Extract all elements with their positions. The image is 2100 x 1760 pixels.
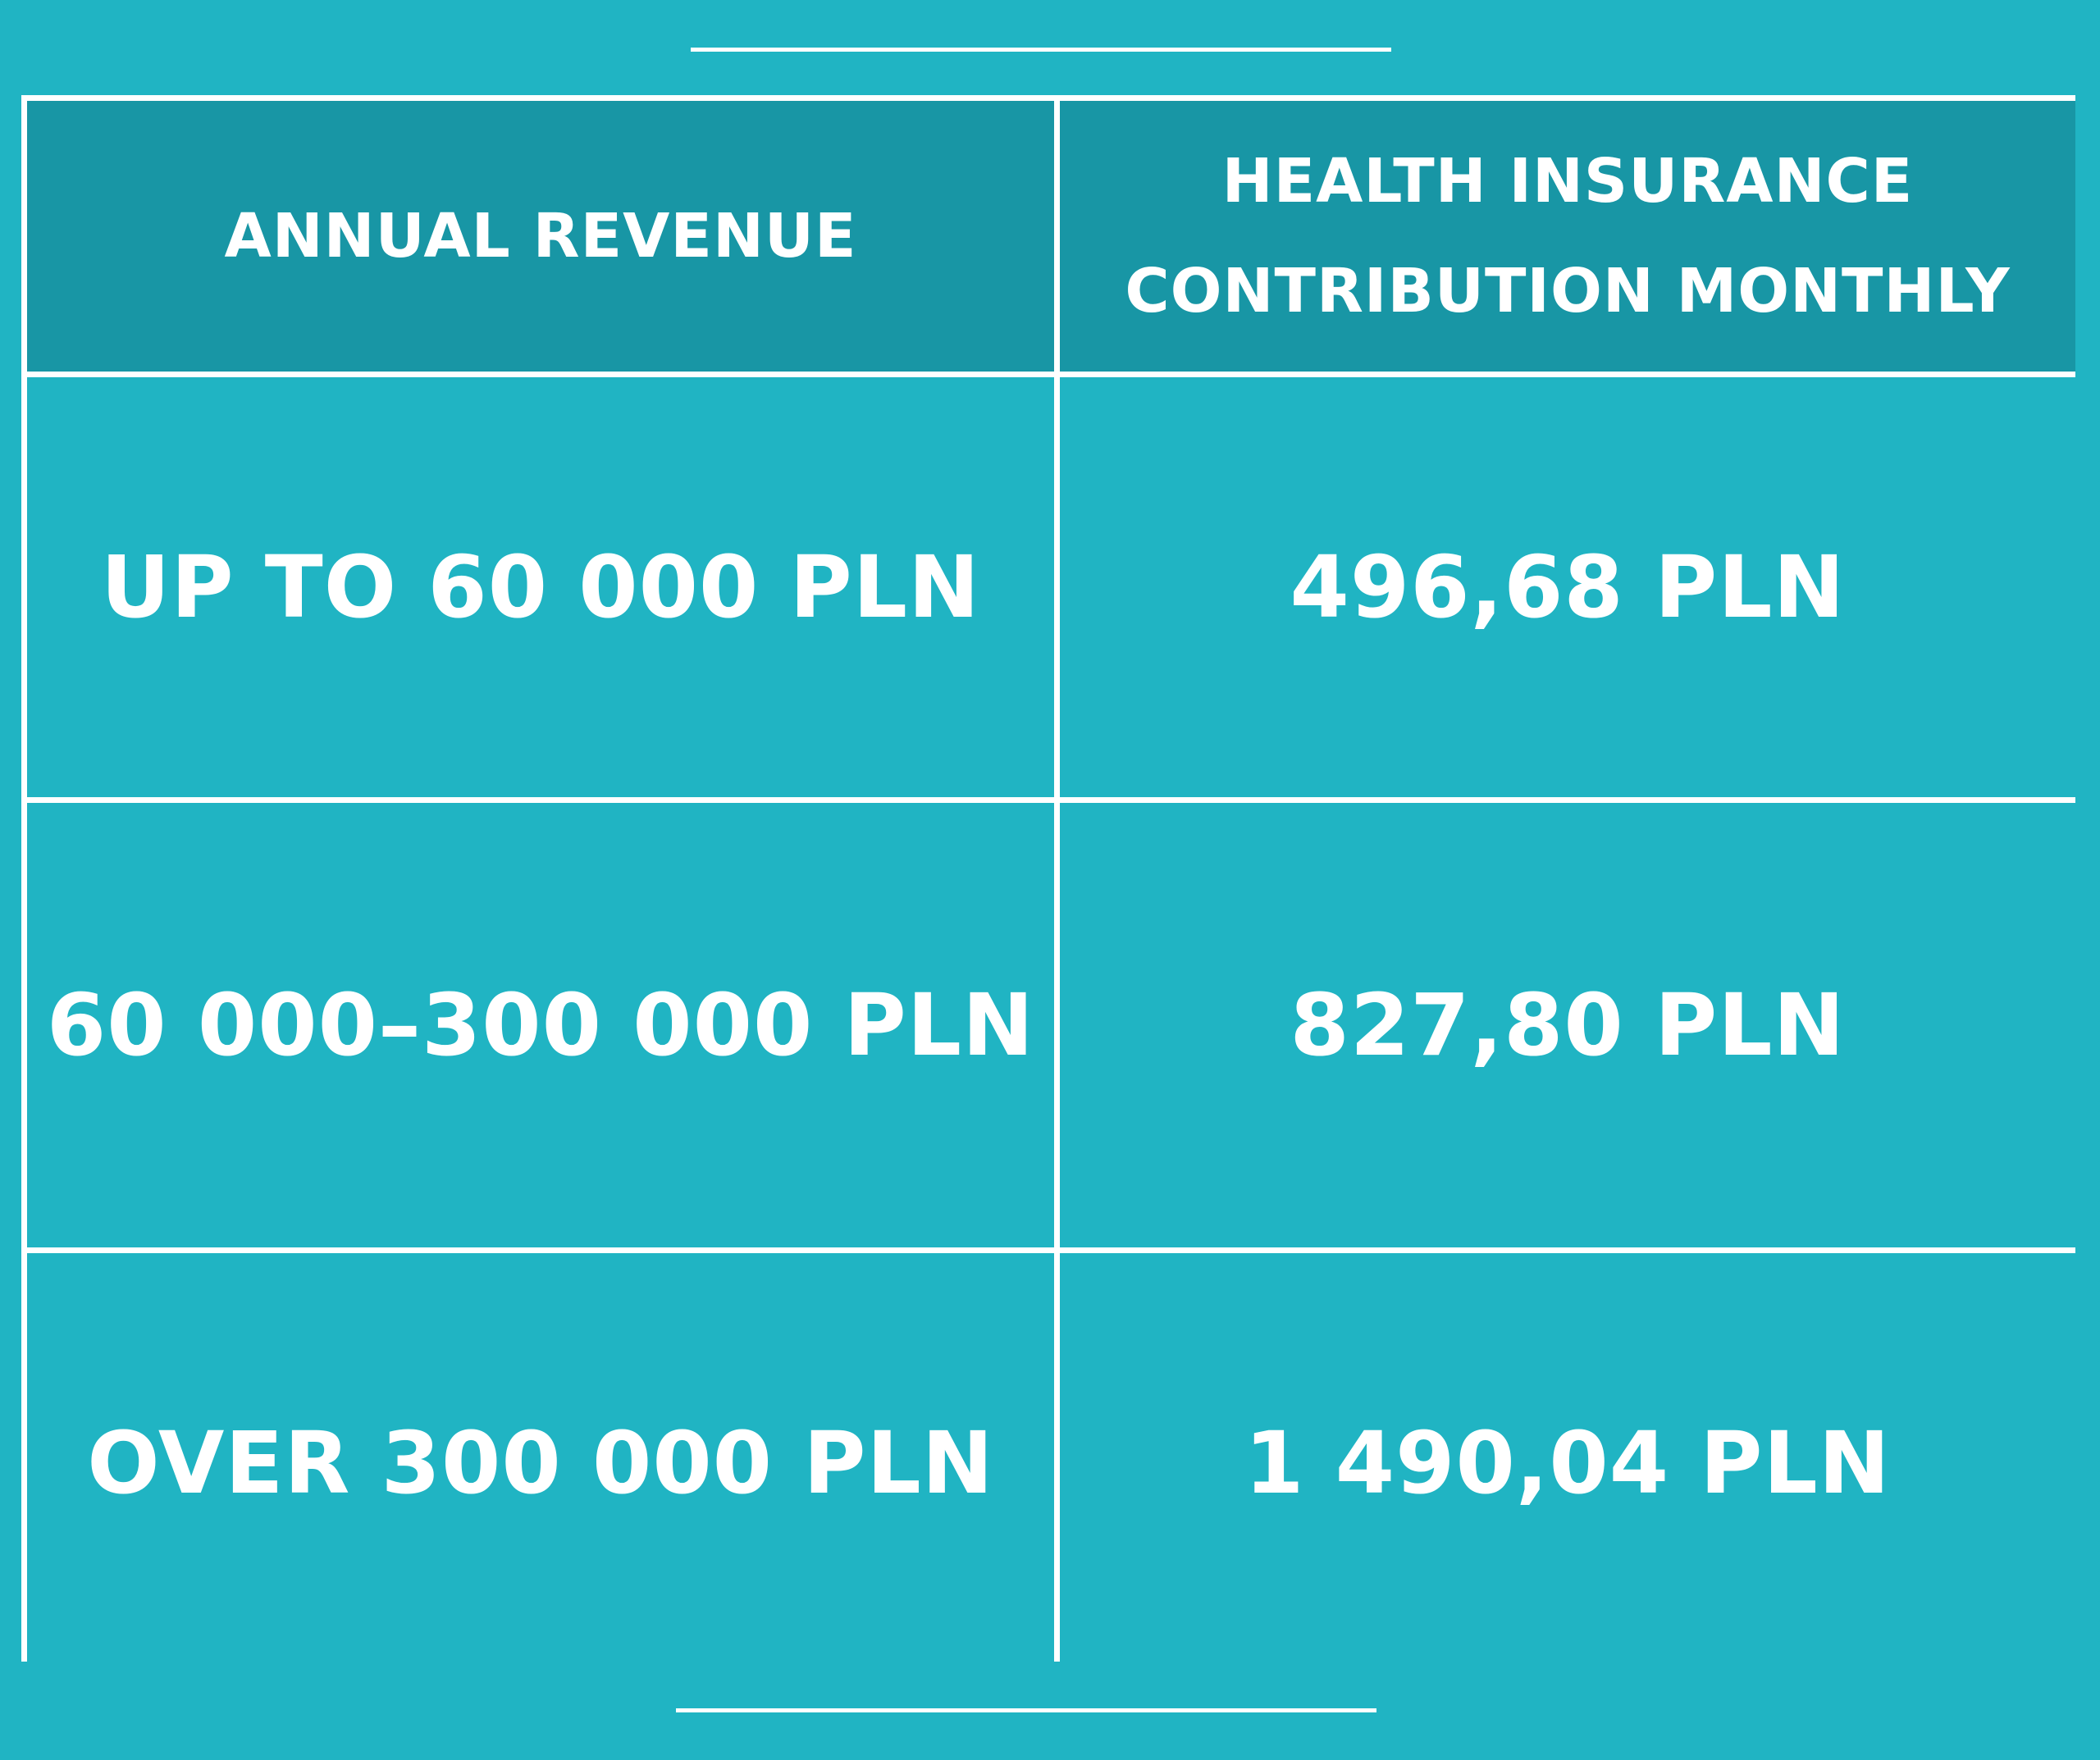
header-health-insurance-contribution: HEALTH INSURANCE CONTRIBUTION MONTHLY xyxy=(1060,101,2075,372)
row-2-contribution: 827,80 PLN xyxy=(1060,803,2075,1247)
row-3-contribution: 1 490,04 PLN xyxy=(1060,1253,2075,1673)
row-2-revenue: 60 000–300 000 PLN xyxy=(27,803,1054,1247)
row-1-revenue: UP TO 60 000 PLN xyxy=(27,377,1054,797)
bottom-divider-line xyxy=(676,1708,1376,1712)
row-3-revenue: OVER 300 000 PLN xyxy=(27,1253,1054,1673)
row-1-contribution: 496,68 PLN xyxy=(1060,377,2075,797)
health-insurance-table: ANNUAL REVENUE HEALTH INSURANCE CONTRIBU… xyxy=(21,95,2075,1673)
header-annual-revenue: ANNUAL REVENUE xyxy=(27,101,1054,372)
top-divider-line xyxy=(691,48,1391,52)
